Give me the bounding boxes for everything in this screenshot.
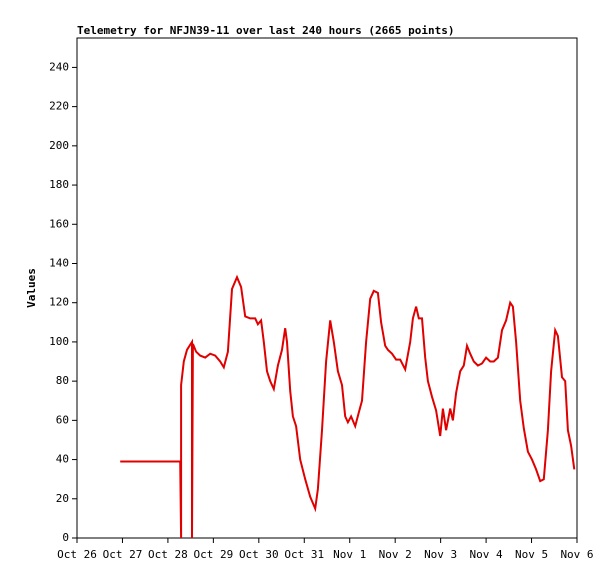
x-tick-label: Oct 29 (193, 548, 233, 561)
x-tick-label: Nov 6 (560, 548, 593, 561)
x-tick-label: Oct 27 (103, 548, 143, 561)
x-tick-label: Nov 2 (379, 548, 412, 561)
y-tick-label: 20 (56, 492, 69, 505)
y-tick-label: 80 (56, 374, 69, 387)
x-tick-label: Nov 3 (424, 548, 457, 561)
data-line (120, 274, 576, 539)
chart-title: Telemetry for NFJN39-11 over last 240 ho… (77, 24, 455, 37)
y-tick-label: 240 (49, 60, 69, 73)
x-tick-label: Oct 28 (148, 548, 188, 561)
x-tick-label: Oct 26 (57, 548, 97, 561)
x-tick-label: Oct 30 (239, 548, 279, 561)
y-tick-label: 120 (49, 296, 69, 309)
x-tick-label: Nov 5 (515, 548, 548, 561)
x-tick-label: Nov 1 (333, 548, 366, 561)
plot-frame (76, 37, 578, 539)
y-tick-label: 160 (49, 217, 69, 230)
y-axis-label: Values (25, 268, 38, 308)
y-tick-label: 220 (49, 100, 69, 113)
y-tick-label: 180 (49, 178, 69, 191)
y-tick-label: 100 (49, 335, 69, 348)
y-tick-label: 140 (49, 256, 69, 269)
y-tick-label: 40 (56, 453, 69, 466)
y-tick-label: 0 (62, 531, 69, 544)
x-tick-label: Oct 31 (284, 548, 324, 561)
y-tick-label: 200 (49, 139, 69, 152)
x-tick-label: Nov 4 (470, 548, 503, 561)
y-tick-label: 60 (56, 413, 69, 426)
